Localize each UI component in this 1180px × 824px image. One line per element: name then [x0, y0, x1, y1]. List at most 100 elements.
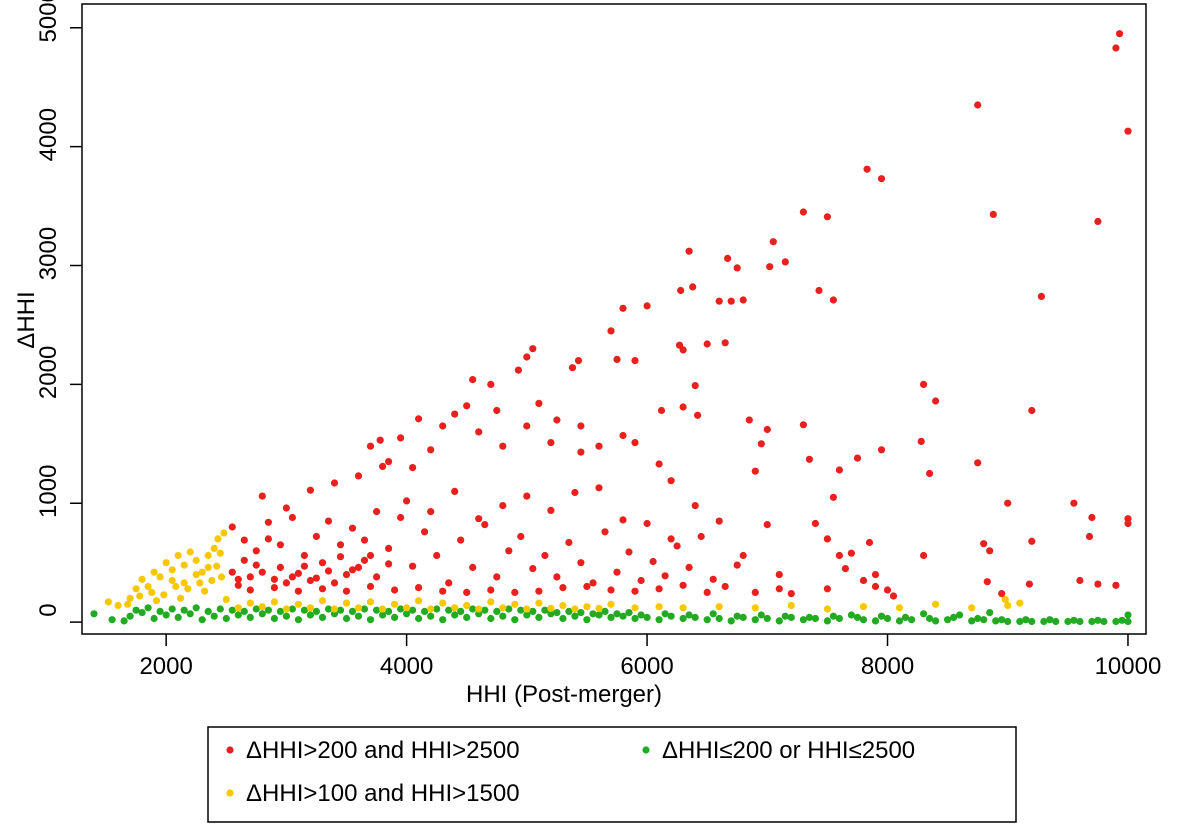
- data-point: [306, 604, 314, 612]
- data-point: [511, 616, 519, 624]
- data-point: [499, 604, 507, 612]
- data-point: [451, 410, 459, 418]
- data-point: [721, 339, 729, 347]
- y-tick-label: 0: [35, 603, 62, 616]
- data-point: [366, 616, 375, 624]
- data-point: [376, 436, 384, 444]
- data-point: [986, 547, 994, 555]
- data-point: [336, 553, 345, 561]
- data-point: [547, 439, 555, 447]
- data-point: [835, 551, 844, 560]
- data-point: [150, 568, 158, 576]
- data-point: [306, 576, 314, 585]
- data-point: [204, 563, 212, 572]
- data-point: [703, 340, 711, 348]
- data-point: [288, 513, 296, 522]
- data-point: [883, 614, 892, 623]
- data-point: [751, 588, 759, 597]
- data-point: [757, 611, 765, 619]
- data-point: [583, 603, 591, 611]
- data-point: [733, 612, 741, 620]
- data-point: [192, 571, 200, 579]
- data-point: [152, 597, 161, 605]
- data-point: [204, 551, 212, 560]
- data-point: [391, 613, 399, 622]
- data-point: [787, 590, 795, 598]
- data-point: [264, 606, 272, 614]
- data-point: [667, 477, 675, 485]
- data-point: [589, 610, 597, 618]
- data-point: [366, 442, 375, 450]
- data-point: [944, 616, 952, 624]
- data-point: [613, 610, 621, 618]
- data-point: [932, 617, 940, 625]
- data-point: [673, 542, 681, 550]
- data-point: [1028, 537, 1036, 545]
- data-point: [252, 605, 260, 613]
- data-point: [180, 561, 188, 569]
- data-point: [451, 487, 459, 495]
- data-point: [787, 601, 795, 610]
- data-point: [631, 439, 639, 447]
- data-point: [487, 598, 495, 606]
- data-point: [577, 559, 585, 567]
- data-point: [715, 603, 723, 611]
- data-point: [613, 568, 621, 576]
- data-point: [823, 213, 832, 221]
- data-point: [264, 518, 272, 526]
- data-point: [144, 582, 152, 591]
- y-tick-label: 2000: [35, 346, 62, 399]
- data-point: [815, 286, 823, 295]
- data-point: [655, 603, 663, 611]
- data-point: [724, 254, 732, 262]
- data-point: [312, 607, 320, 616]
- data-point: [415, 597, 423, 605]
- data-point: [360, 556, 369, 564]
- data-point: [766, 263, 774, 271]
- data-point: [697, 532, 705, 541]
- data-point: [613, 355, 621, 363]
- data-point: [535, 613, 543, 622]
- data-point: [216, 605, 224, 613]
- data-point: [823, 617, 832, 625]
- data-point: [968, 617, 976, 625]
- data-point: [427, 605, 435, 613]
- data-point: [553, 609, 561, 617]
- data-point: [108, 616, 116, 624]
- data-point: [463, 402, 471, 410]
- data-point: [823, 535, 832, 543]
- data-point: [529, 345, 537, 353]
- data-point: [324, 567, 333, 575]
- data-point: [811, 614, 820, 623]
- data-point: [228, 606, 236, 614]
- data-point: [198, 568, 206, 576]
- data-point: [397, 513, 405, 522]
- data-point: [445, 606, 453, 614]
- data-point: [1016, 599, 1024, 607]
- data-point: [1100, 617, 1108, 626]
- data-point: [871, 582, 880, 591]
- data-point: [324, 517, 333, 525]
- data-point: [276, 563, 284, 572]
- data-point: [1016, 617, 1024, 626]
- data-point: [727, 617, 735, 625]
- data-point: [1025, 580, 1033, 588]
- data-point: [330, 605, 339, 613]
- data-point: [745, 416, 753, 424]
- data-point: [691, 502, 699, 510]
- data-point: [1094, 217, 1102, 226]
- data-point: [956, 611, 964, 619]
- data-point: [637, 576, 645, 585]
- data-point: [835, 466, 844, 474]
- data-point: [917, 437, 925, 445]
- data-point: [523, 353, 531, 361]
- data-point: [330, 479, 339, 487]
- data-point: [643, 613, 651, 622]
- data-point: [983, 578, 991, 586]
- legend-label: ΔHHI>100 and HHI>1500: [246, 780, 520, 807]
- data-point: [883, 586, 892, 594]
- data-point: [1088, 513, 1096, 522]
- data-point: [1004, 601, 1012, 610]
- data-point: [132, 585, 140, 593]
- data-point: [421, 528, 429, 536]
